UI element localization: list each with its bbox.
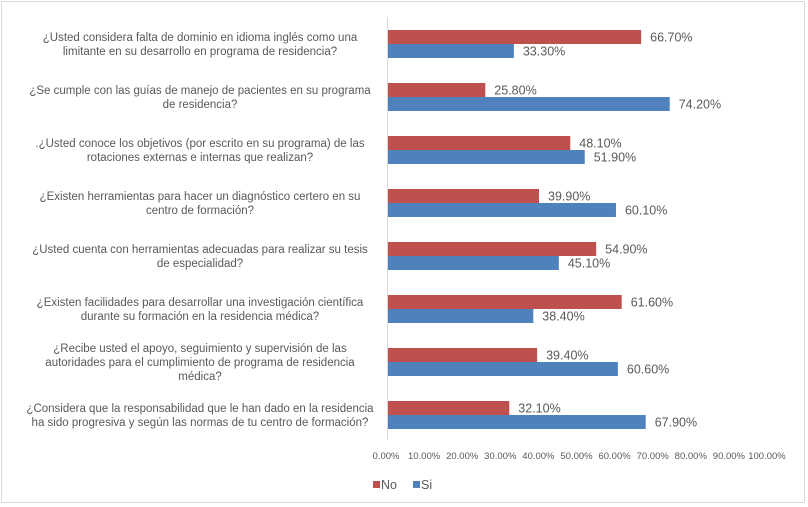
bar-no [387,136,571,150]
legend: No Si [373,478,432,492]
data-label-no: 32.10% [518,402,560,416]
bar-no [387,348,538,362]
data-label-no: 61.60% [631,296,673,310]
data-label-si: 33.30% [523,45,565,59]
data-label-si: 60.10% [625,204,667,218]
bar-si [387,309,534,323]
bar-si [387,97,670,111]
category-label-line: ¿Existen facilidades para desarrollar un… [37,297,364,309]
x-tick-label: 100.00% [748,451,786,462]
category-label: ¿Usted cuenta con herramientas adecuadas… [32,244,368,270]
category-label-line: médica? [178,371,221,383]
x-tick-label: 90.00% [713,451,746,462]
bar-si [387,362,618,376]
category-labels: ¿Usted considera falta de dominio en idi… [26,32,374,429]
bar-no [387,242,597,256]
data-label-si: 51.90% [594,151,636,165]
x-tick-label: 60.00% [598,451,631,462]
category-label-line: ¿Usted cuenta con herramientas adecuadas… [32,244,368,256]
x-tick-label: 40.00% [522,451,555,462]
data-label-no: 48.10% [579,137,621,151]
data-label-no: 54.90% [605,243,647,257]
category-label-line: de residencia? [163,99,238,111]
category-label-line: .¿Usted conoce los objetivos (por escrit… [35,138,364,150]
x-tick-label: 70.00% [637,451,670,462]
legend-label-si: Si [421,478,432,492]
category-label-line: limitante en su desarrollo en programa d… [63,46,337,58]
bar-si [387,44,514,58]
bar-si [387,415,646,429]
bar-si [387,256,559,270]
data-label-si: 38.40% [542,310,584,324]
x-tick-label: 0.00% [373,451,400,462]
data-label-si: 45.10% [568,257,610,271]
category-label-line: rotaciones externas e internas que reali… [87,152,313,164]
bar-no [387,401,510,415]
legend-swatch-si [413,481,420,488]
category-label-line: de especialidad? [157,258,243,270]
bar-no [387,295,622,309]
x-tick-label: 80.00% [675,451,708,462]
data-label-no: 66.70% [650,31,692,45]
data-label-no: 25.80% [494,84,536,98]
x-tick-label: 30.00% [484,451,517,462]
category-label-line: ha sido progresiva y según las normas de… [32,417,369,429]
bar-no [387,189,540,203]
category-label-line: ¿Existen herramientas para hacer un diag… [40,191,361,203]
data-label-si: 74.20% [679,98,721,112]
bar-no [387,83,486,97]
bar-no [387,30,642,44]
bars [387,30,670,429]
category-label: ¿Existen herramientas para hacer un diag… [40,191,361,217]
category-label: .¿Usted conoce los objetivos (por escrit… [35,138,364,164]
data-label-si: 60.60% [627,363,669,377]
category-label-line: durante su formación en la residencia mé… [81,311,319,323]
value-labels: 66.70% 33.30% 25.80% 74.20% 48.10%51.90% 39.9… [494,31,721,430]
category-label-line: centro de formación? [146,205,254,217]
bar-si [387,150,585,164]
category-label: ¿Se cumple con las guías de manejo de pa… [29,85,371,111]
category-label-line: autoridades para el cumplimiento de prog… [45,357,355,369]
category-label-line: ¿Recibe usted el apoyo, seguimiento y su… [53,343,347,355]
legend-label-no: No [381,478,397,492]
x-axis-ticks: 0.00% 10.00% 20.00% 30.00% 40.00% 50.00% 60.00… [373,451,787,462]
category-label: ¿Existen facilidades para desarrollar un… [37,297,364,323]
category-label-line: ¿Considera que la responsabilidad que le… [26,403,374,415]
x-tick-label: 10.00% [408,451,441,462]
category-label: ¿Usted considera falta de dominio en idi… [43,32,358,58]
category-label: ¿Recibe usted el apoyo, seguimiento y su… [45,343,355,383]
legend-swatch-no [373,481,380,488]
category-label-line: ¿Se cumple con las guías de manejo de pa… [29,85,371,97]
category-label-line: ¿Usted considera falta de dominio en idi… [43,32,358,44]
category-label: ¿Considera que la responsabilidad que le… [26,403,374,429]
x-tick-label: 50.00% [560,451,593,462]
data-label-si: 67.90% [655,416,697,430]
x-tick-label: 20.00% [446,451,479,462]
data-label-no: 39.90% [548,190,590,204]
data-label-no: 39.40% [546,349,588,363]
bar-si [387,203,616,217]
